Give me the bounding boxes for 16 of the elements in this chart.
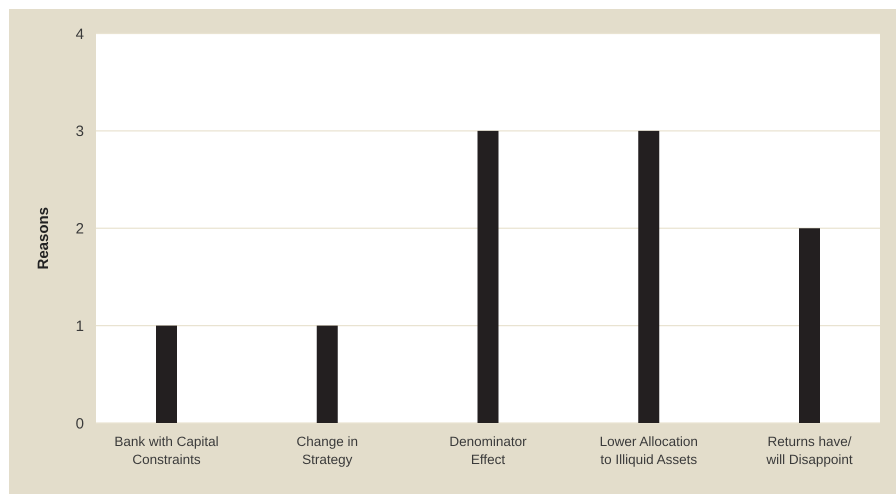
y-tick-label: 1: [76, 318, 84, 335]
y-tick-label: 2: [76, 220, 84, 238]
x-tick-label: Change in Strategy: [296, 434, 358, 467]
x-tick-label: Denominator Effect: [449, 434, 528, 467]
x-tick-label: Lower Allocation to Illiquid Assets: [600, 434, 698, 467]
y-tick-label: 4: [76, 26, 84, 43]
y-tick-label: 3: [76, 123, 84, 140]
bar: [156, 326, 177, 423]
x-tick-label: Bank with Capital Constraints: [114, 434, 219, 467]
x-tick-label: Returns have/ will Disappoint: [765, 434, 853, 467]
y-axis-title: Reasons: [35, 206, 52, 270]
bar: [478, 130, 498, 423]
bar: [638, 130, 660, 423]
bar: [799, 228, 820, 423]
y-tick-label: 0: [76, 415, 84, 432]
bar: [316, 326, 338, 423]
